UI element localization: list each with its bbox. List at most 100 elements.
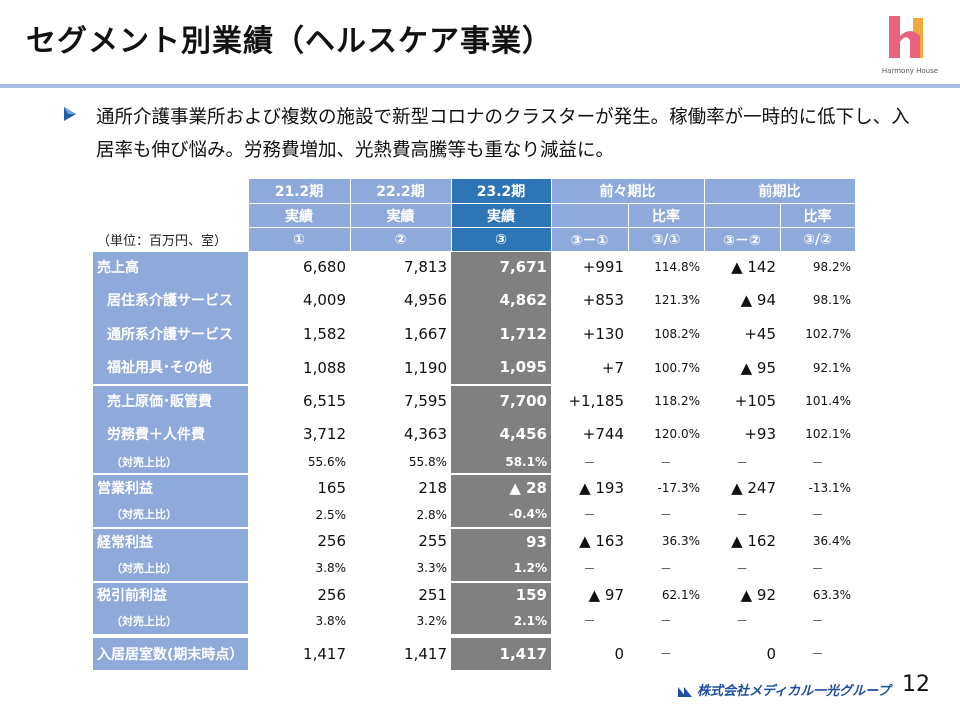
value-21: 6,680	[303, 258, 346, 277]
value-22: 3.3%	[416, 561, 448, 575]
marker-ratio-2: ③/②	[779, 227, 856, 252]
ratio-prev2: 36.3%	[661, 534, 700, 548]
diff-prev2: ▲ 193	[579, 478, 624, 497]
ratio-prev: －	[811, 508, 824, 522]
ratio-prev: -13.1%	[808, 480, 851, 495]
company-logo: 株式会社メディカル一光グループ	[678, 680, 890, 699]
row-label: 福祉用具･その他	[93, 350, 248, 385]
ratio-prev2: －	[659, 561, 672, 576]
value-21: 55.6%	[307, 455, 346, 469]
value-23: 4,862	[451, 282, 551, 317]
diff-prev2: +130	[582, 324, 624, 343]
table-row: （対売上比） 3.8% 3.3% 1.2% － － － －	[93, 554, 855, 582]
table-row: （対売上比） 55.6% 55.8% 58.1% － － － －	[93, 450, 855, 474]
header-ratio-2: 比率	[779, 203, 856, 228]
row-label: 通所系介護サービス	[93, 316, 248, 351]
header-period-2: 22.2期	[349, 178, 452, 204]
ratio-prev2: 118.2%	[654, 393, 700, 408]
marker-3: ③	[450, 227, 552, 252]
table-row: 労務費＋人件費 3,712 4,363 4,456 +744 120.0% +93 102.1…	[93, 416, 855, 451]
value-23: 93	[451, 526, 551, 555]
diff-prev2: +853	[582, 290, 624, 309]
value-22: 2.8%	[416, 507, 448, 522]
row-label: 営業利益	[93, 472, 248, 502]
row-label: 居住系介護サービス	[93, 282, 248, 317]
value-22: 7,595	[404, 391, 447, 410]
value-23: 1.2%	[451, 554, 551, 582]
ratio-prev: －	[811, 561, 824, 576]
diff-prev2: ▲ 163	[579, 532, 624, 550]
value-21: 4,009	[303, 290, 346, 309]
logo-text: Harmony House	[881, 67, 939, 75]
diff-prev: 0	[766, 644, 776, 663]
value-21: 6,515	[303, 391, 346, 410]
table-row: 売上高 6,680 7,813 7,671 +991 114.8% ▲ 142 98.2%	[93, 251, 855, 283]
value-21: 256	[317, 585, 346, 604]
value-22: 218	[418, 478, 447, 497]
row-label: 経常利益	[93, 526, 248, 555]
ratio-prev: 63.3%	[812, 587, 851, 602]
diff-prev2: 0	[614, 644, 624, 663]
harmony-house-logo: Harmony House	[880, 12, 940, 77]
page-title: セグメント別業績（ヘルスケア事業）	[26, 24, 553, 59]
ratio-prev2: 108.2%	[654, 326, 700, 341]
row-label: 売上高	[93, 251, 248, 283]
value-22: 255	[418, 532, 447, 550]
value-22: 55.8%	[408, 455, 447, 469]
value-21: 165	[317, 478, 346, 497]
diff-prev: ▲ 162	[731, 532, 776, 550]
ratio-prev2: 114.8%	[654, 260, 700, 275]
ratio-prev2: 100.7%	[654, 360, 700, 375]
value-21: 3,712	[303, 424, 346, 443]
value-23: 2.1%	[451, 607, 551, 634]
ratio-prev: －	[811, 455, 824, 470]
header-actual-1: 実績	[247, 203, 351, 228]
value-21: 3.8%	[315, 561, 347, 575]
ratio-prev: 92.1%	[812, 360, 851, 375]
header-period-1: 21.2期	[247, 178, 351, 204]
value-22: 4,363	[404, 424, 447, 443]
value-23: ▲ 28	[451, 472, 551, 502]
diff-prev: －	[735, 561, 748, 576]
marker-diff-1: ③－①	[550, 227, 629, 252]
value-21: 1,582	[303, 324, 346, 343]
ratio-prev: －	[811, 647, 824, 661]
value-21: 1,417	[303, 644, 346, 663]
header-period-3: 23.2期	[450, 178, 552, 204]
value-21: 1,088	[303, 358, 346, 377]
ratio-prev2: －	[659, 647, 672, 661]
row-label: （対売上比）	[93, 501, 248, 528]
diff-prev2: +7	[601, 358, 624, 377]
title-divider	[0, 84, 960, 88]
value-21: 3.8%	[315, 613, 347, 628]
value-23: 58.1%	[451, 450, 551, 474]
diff-prev: ▲ 95	[740, 358, 776, 377]
table-row: 税引前利益 256 251 159 ▲ 97 62.1% ▲ 92 63.3%	[93, 580, 855, 608]
diff-prev2: －	[583, 561, 596, 576]
segment-results-table: 21.2期 22.2期 23.2期 前々期比 前期比 実績 実績 実績 比率 比…	[93, 178, 856, 670]
header-actual-3: 実績	[450, 203, 552, 228]
ratio-prev2: -17.3%	[657, 480, 700, 495]
diff-prev2: －	[583, 614, 596, 628]
value-21: 256	[317, 532, 346, 550]
value-22: 1,417	[404, 644, 447, 663]
ratio-prev: 102.7%	[805, 326, 851, 341]
diff-prev2: ▲ 97	[588, 585, 624, 604]
diff-prev: ▲ 247	[731, 478, 776, 497]
row-label: （対売上比）	[93, 607, 248, 634]
table-row: 福祉用具･その他 1,088 1,190 1,095 +7 100.7% ▲ 95 92.1%	[93, 350, 855, 385]
diff-prev: －	[735, 614, 748, 628]
ratio-prev2: 121.3%	[654, 292, 700, 307]
diff-prev2: －	[583, 508, 596, 522]
value-22: 1,190	[404, 358, 447, 377]
ratio-prev2: 120.0%	[654, 426, 700, 441]
diff-prev: ▲ 94	[740, 290, 776, 309]
value-23: 1,095	[451, 350, 551, 385]
table-row: 居住系介護サービス 4,009 4,956 4,862 +853 121.3% ▲ 94 98…	[93, 282, 855, 317]
value-23: 159	[451, 580, 551, 608]
marker-2: ②	[349, 227, 452, 252]
header-comp-prev: 前期比	[703, 178, 856, 204]
diff-prev2: －	[583, 455, 596, 470]
company-name: 株式会社メディカル一光グループ	[697, 684, 891, 699]
